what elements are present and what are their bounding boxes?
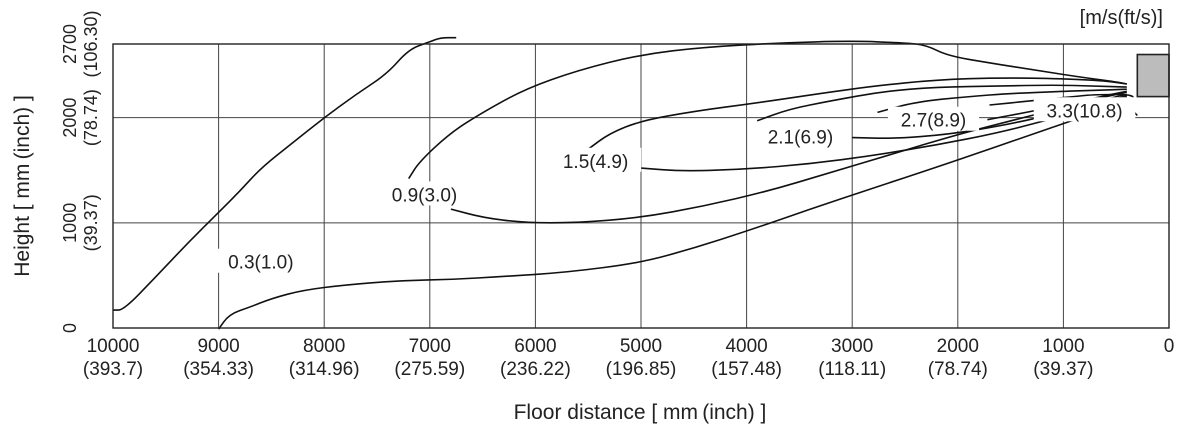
contour-label: 0.3(1.0) <box>228 253 293 274</box>
contour-line-7 <box>756 84 1127 122</box>
x-tick-sublabel: (354.33) <box>183 359 254 380</box>
unit-label: [m/s(ft/s)] <box>1080 7 1163 29</box>
x-tick-sublabel: (118.11) <box>818 359 886 380</box>
x-axis-ticks: 10000(393.7)9000(354.33)8000(314.96)7000… <box>83 336 1174 380</box>
contour-label-bg <box>215 248 307 273</box>
contour-line-9 <box>877 88 1127 114</box>
x-tick-label: 7000 <box>409 336 451 357</box>
x-axis-title: Floor distance [ mm (inch) ] <box>514 401 767 424</box>
contour-line-3 <box>408 40 1127 180</box>
x-tick-sublabel: (275.59) <box>394 359 465 380</box>
plot-frame <box>112 43 1170 329</box>
contour-line-1 <box>217 95 1128 330</box>
y-tick-sublabel: (106.30) <box>81 10 101 77</box>
contour-label-bg <box>887 106 980 131</box>
grid-lines <box>113 44 1169 328</box>
x-tick-label: 4000 <box>725 336 767 357</box>
contour-label-bg <box>549 147 642 172</box>
air-conditioner-unit <box>1136 53 1170 98</box>
y-tick-sublabel: (39.37) <box>81 194 101 251</box>
x-tick-sublabel: (78.74) <box>928 359 988 380</box>
x-tick-label: 3000 <box>831 336 873 357</box>
y-tick-label: 1000 <box>60 203 80 243</box>
contour-label-bg <box>754 123 847 148</box>
x-tick-sublabel: (39.37) <box>1033 359 1093 380</box>
x-tick-label: 10000 <box>87 336 140 357</box>
contour-label-bg <box>378 181 471 206</box>
x-tick-sublabel: (157.48) <box>711 359 782 380</box>
x-tick-label: 8000 <box>303 336 345 357</box>
x-tick-label: 0 <box>1164 336 1175 357</box>
x-tick-label: 5000 <box>620 336 662 357</box>
contour-label: 2.1(6.9) <box>768 128 833 149</box>
x-tick-label: 9000 <box>197 336 239 357</box>
x-tick-sublabel: (196.85) <box>606 359 677 380</box>
y-tick-label: 0 <box>60 323 80 333</box>
x-tick-label: 6000 <box>514 336 556 357</box>
contour-lines <box>113 36 1138 330</box>
y-tick-sublabel: (78.74) <box>81 89 101 146</box>
y-axis-ticks: 0 1000 (39.37) 2000 (78.74) 2700 (106.30) <box>60 10 101 333</box>
contour-line-0 <box>113 36 457 311</box>
contour-label-bg <box>1033 97 1136 122</box>
x-tick-label: 2000 <box>937 336 979 357</box>
contour-label: 2.7(8.9) <box>901 111 966 132</box>
x-tick-sublabel: (314.96) <box>289 359 360 380</box>
y-tick-label: 2700 <box>60 24 80 64</box>
contour-line-5 <box>587 77 1127 150</box>
y-axis-title: Height [ mm (inch) ] <box>11 95 34 277</box>
contour-labels: 0.3(1.0) 0.9(3.0) 1.5(4.9) 2.1(6.9) 2.7(8.9)… <box>215 97 1136 274</box>
x-tick-sublabel: (393.7) <box>83 359 143 380</box>
x-tick-sublabel: (236.22) <box>500 359 571 380</box>
contour-label: 3.3(10.8) <box>1046 101 1122 122</box>
contour-label: 1.5(4.9) <box>563 152 628 173</box>
x-tick-label: 1000 <box>1042 336 1084 357</box>
y-tick-label: 2000 <box>60 98 80 138</box>
contour-label: 0.9(3.0) <box>392 185 457 206</box>
